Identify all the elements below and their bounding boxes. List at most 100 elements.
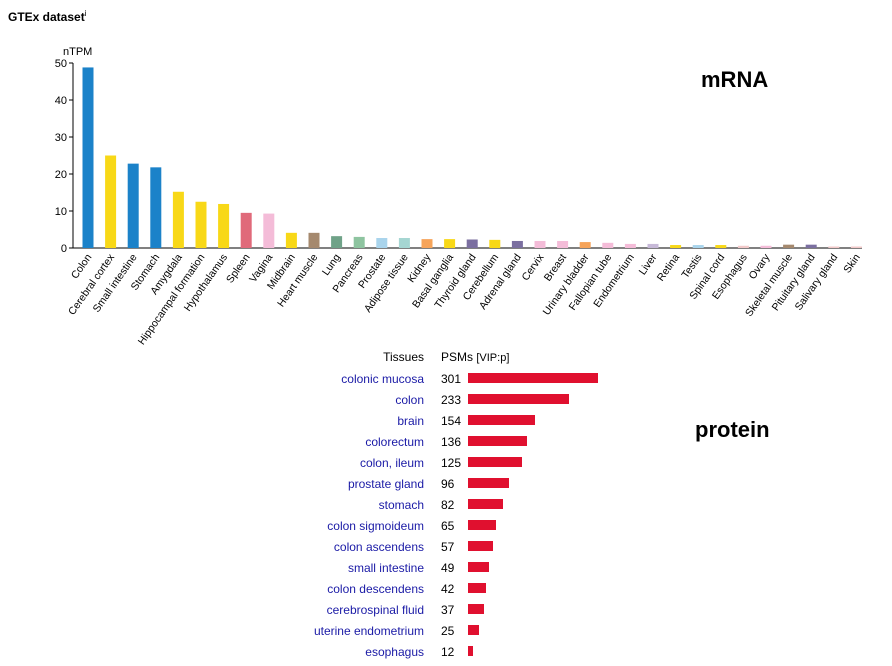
- tissue-link[interactable]: cerebrospinal fluid: [326, 603, 424, 617]
- tissue-link[interactable]: colon, ileum: [359, 456, 424, 470]
- x-tick-label: Retina: [655, 252, 682, 284]
- bar[interactable]: [805, 244, 817, 248]
- psm-bar: [468, 541, 493, 551]
- table-row: uterine endometrium 25: [0, 624, 892, 645]
- table-row: brain 154: [0, 414, 892, 435]
- psm-value: 154: [441, 414, 462, 428]
- bar[interactable]: [760, 245, 772, 248]
- y-tick-label: 0: [61, 243, 67, 255]
- bar[interactable]: [105, 155, 117, 249]
- bar[interactable]: [692, 245, 704, 248]
- protein-label: protein: [695, 417, 770, 442]
- table-row: colon descendens 42: [0, 582, 892, 603]
- tissue-link[interactable]: prostate gland: [347, 477, 424, 491]
- table-row: esophagus 12: [0, 645, 892, 666]
- psm-value: 25: [441, 624, 455, 638]
- psm-bar: [468, 457, 522, 467]
- psm-bar: [468, 394, 569, 404]
- bar[interactable]: [195, 201, 207, 248]
- bar[interactable]: [737, 245, 749, 248]
- table-row: cerebrospinal fluid 37: [0, 603, 892, 624]
- psm-value: 136: [441, 435, 462, 449]
- bar[interactable]: [579, 242, 591, 248]
- y-tick-label: 20: [55, 169, 67, 181]
- psms-header-text: PSMs: [441, 350, 474, 364]
- protein-table: Tissues PSMs [VIP:p] colonic mucosa 301 co…: [0, 346, 892, 662]
- tissues-header: Tissues: [383, 350, 424, 364]
- psms-unit: [VIP:p]: [476, 352, 510, 364]
- x-tick-label: Skin: [841, 252, 863, 276]
- bar[interactable]: [444, 239, 456, 248]
- tissue-link[interactable]: colon descendens: [327, 582, 424, 596]
- tissue-link[interactable]: colon ascendens: [333, 540, 424, 554]
- bar[interactable]: [218, 203, 230, 248]
- bar[interactable]: [285, 232, 297, 248]
- psm-value: 49: [441, 561, 455, 575]
- psms-header: PSMs [VIP:p]: [441, 350, 509, 364]
- bar[interactable]: [511, 240, 523, 248]
- table-row: colorectum 136: [0, 435, 892, 456]
- bar[interactable]: [557, 240, 569, 248]
- y-tick-label: 40: [55, 95, 67, 107]
- bar[interactable]: [398, 238, 410, 248]
- bar[interactable]: [647, 243, 659, 248]
- tissue-link[interactable]: colorectum: [365, 435, 424, 449]
- psm-value: 96: [441, 477, 455, 491]
- table-row: colon ascendens 57: [0, 540, 892, 561]
- psm-value: 57: [441, 540, 455, 554]
- tissue-link[interactable]: brain: [397, 414, 424, 428]
- table-row: colon, ileum 125: [0, 456, 892, 477]
- psm-value: 233: [441, 393, 462, 407]
- bar[interactable]: [489, 239, 501, 248]
- psm-bar: [468, 625, 479, 635]
- bar[interactable]: [263, 213, 275, 248]
- table-row: colon sigmoideum 65: [0, 519, 892, 540]
- mrna-bars: [82, 67, 862, 249]
- psm-bar: [468, 478, 510, 488]
- bar[interactable]: [670, 245, 682, 248]
- psm-bar: [468, 646, 474, 656]
- mrna-label: mRNA: [701, 67, 769, 92]
- info-icon[interactable]: i: [84, 9, 87, 18]
- bar[interactable]: [828, 246, 840, 248]
- bar[interactable]: [850, 246, 862, 248]
- bar[interactable]: [150, 167, 162, 248]
- bar[interactable]: [602, 242, 614, 248]
- psm-bar: [468, 415, 535, 425]
- psm-bar: [468, 373, 598, 383]
- tissue-link[interactable]: small intestine: [347, 561, 424, 575]
- bar[interactable]: [783, 244, 795, 248]
- tissue-link[interactable]: colon sigmoideum: [327, 519, 424, 533]
- psm-value: 125: [441, 456, 462, 470]
- psm-bar: [468, 520, 497, 530]
- tissue-link[interactable]: uterine endometrium: [313, 624, 424, 638]
- bar[interactable]: [353, 236, 365, 248]
- tissue-link[interactable]: stomach: [378, 498, 424, 512]
- y-tick-label: 10: [55, 206, 67, 218]
- tissue-link[interactable]: colon: [395, 393, 424, 407]
- psm-bar: [468, 604, 484, 614]
- psm-value: 37: [441, 603, 455, 617]
- bar[interactable]: [376, 238, 388, 248]
- bar[interactable]: [421, 239, 433, 248]
- bar[interactable]: [331, 236, 343, 248]
- bar[interactable]: [240, 212, 252, 248]
- bar[interactable]: [624, 243, 636, 248]
- tissue-link[interactable]: colonic mucosa: [341, 372, 424, 386]
- bar[interactable]: [715, 245, 727, 248]
- bar[interactable]: [82, 67, 94, 248]
- chart-title: GTEx dataseti: [8, 9, 86, 24]
- table-row: colon 233: [0, 393, 892, 414]
- bar[interactable]: [172, 191, 184, 248]
- bar[interactable]: [534, 240, 546, 248]
- bar[interactable]: [127, 163, 139, 248]
- tissue-link[interactable]: esophagus: [365, 645, 424, 659]
- table-row: small intestine 49: [0, 561, 892, 582]
- bar[interactable]: [308, 232, 320, 248]
- psm-value: 301: [441, 372, 462, 386]
- psm-value: 65: [441, 519, 455, 533]
- bar[interactable]: [466, 239, 478, 248]
- table-row: stomach 82: [0, 498, 892, 519]
